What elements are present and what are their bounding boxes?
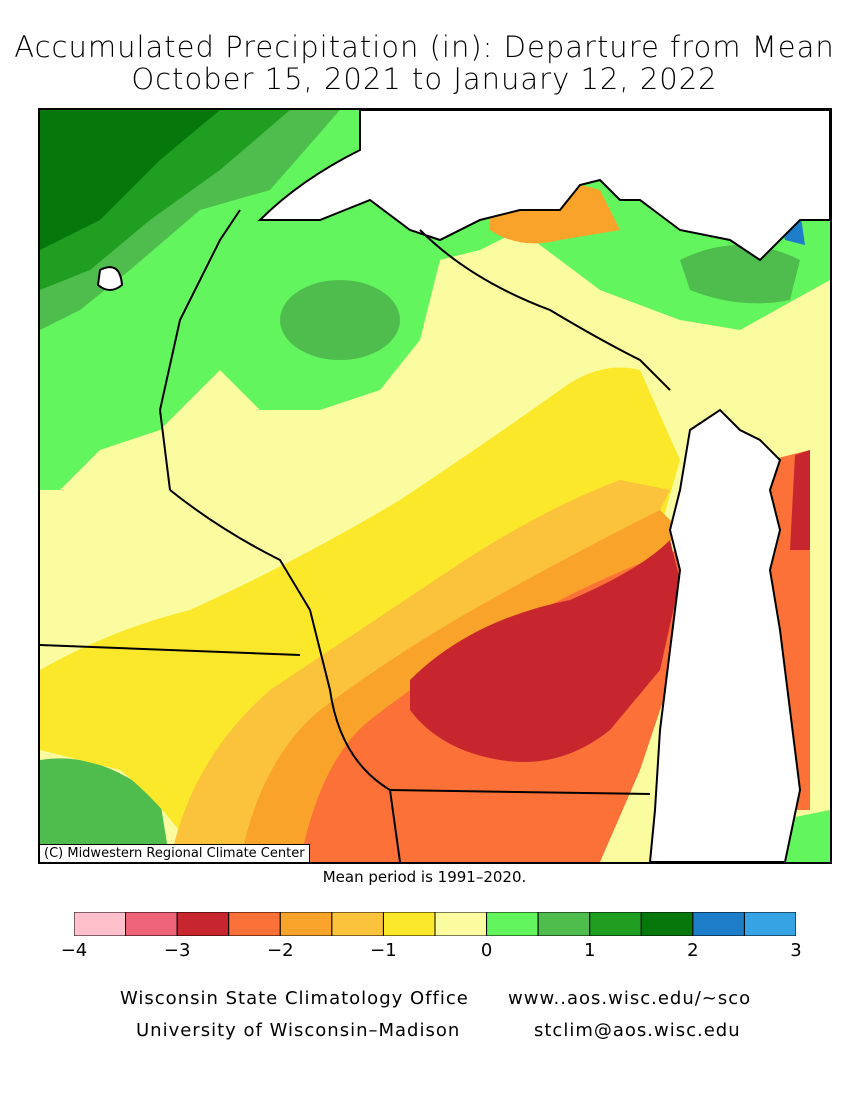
map-canvas [40,110,830,862]
legend-swatch [434,912,488,936]
legend-swatch [743,912,796,936]
zone-green [40,110,830,490]
legend-swatch [228,912,281,936]
legend-tick-label: −4 [60,940,88,961]
legend-swatch [331,912,384,936]
lake-superior [257,110,830,262]
legend-ticks: −4 −3 −2 −1 0 1 2 3 [40,940,840,964]
legend-tick-label: 1 [583,940,596,961]
footer-url: www..aos.wisc.edu/~sco [508,988,752,1009]
lake-michigan [648,408,802,862]
footer-org1: Wisconsin State Climatology Office [120,988,469,1009]
legend-tick-label: 3 [790,940,802,961]
zone-medium-green-center [280,280,400,360]
footer-email: stclim@aos.wisc.edu [534,1020,741,1041]
legend-swatch [692,912,745,936]
legend-swatch [589,912,642,936]
legend-swatch [176,912,230,936]
zone-yellow [40,367,680,862]
legend-tick-label: 2 [687,940,699,961]
legend-swatch [74,912,127,936]
legend-tick-label: −2 [267,940,294,961]
color-legend [74,912,796,936]
legend-swatch [382,912,436,936]
legend-swatch [486,912,539,936]
legend-swatch [537,912,591,936]
map-title: Accumulated Precipitation (in): Departur… [14,30,835,64]
precipitation-map [38,108,832,864]
zone-red [410,540,680,762]
footer-org2: University of Wisconsin–Madison [136,1020,461,1041]
legend-swatch [640,912,694,936]
legend-tick-label: −1 [370,940,397,961]
legend-swatch [125,912,178,936]
legend-tick-label: −3 [163,940,191,961]
legend-swatch [279,912,333,936]
mean-period-note: Mean period is 1991–2020. [322,868,527,886]
map-credit: (C) Midwestern Regional Climate Center [40,844,310,862]
legend-tick-label: 0 [480,940,493,961]
map-subtitle: October 15, 2021 to January 12, 2022 [131,62,718,96]
